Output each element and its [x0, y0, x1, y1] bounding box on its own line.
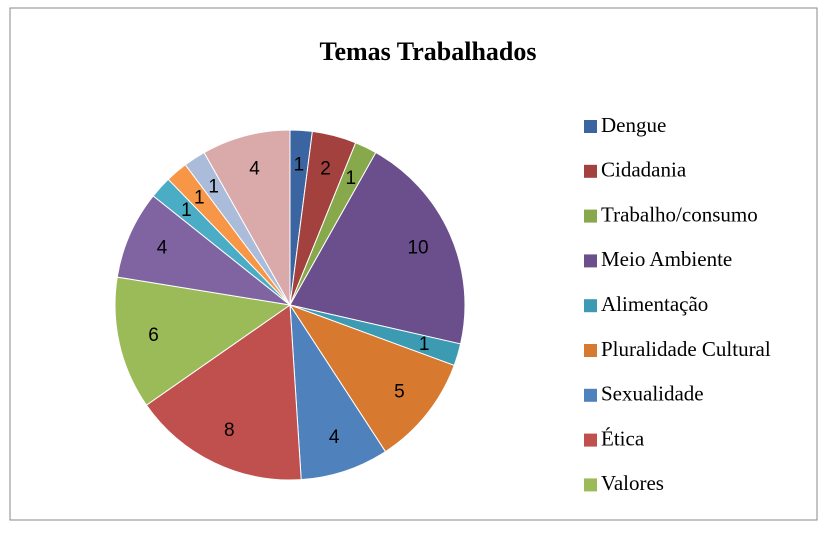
data-label: 4 — [157, 237, 168, 258]
data-label: 1 — [208, 177, 219, 198]
data-label: 2 — [320, 159, 331, 180]
legend-label: Meio Ambiente — [601, 247, 732, 271]
data-label: 10 — [407, 237, 428, 258]
pie-slice — [116, 195, 292, 306]
legend-swatch — [584, 344, 597, 357]
legend-swatch — [584, 299, 597, 313]
legend-swatch — [584, 120, 597, 133]
legend-swatch — [584, 254, 597, 268]
data-label: 1 — [181, 200, 192, 221]
pie-slice — [289, 151, 466, 345]
legend-label: Alimentação — [601, 292, 708, 316]
data-label: 4 — [249, 159, 260, 180]
legend-swatch — [584, 388, 597, 402]
data-label: 1 — [419, 334, 430, 355]
legend-label: Trabalho/consumo — [601, 202, 758, 226]
pie-slice — [288, 304, 455, 453]
data-label: 1 — [194, 187, 205, 208]
data-label: 4 — [329, 427, 340, 448]
legend-label: Cidadania — [601, 158, 687, 182]
data-label: 1 — [294, 154, 305, 175]
pie-slice — [289, 303, 387, 481]
legend-label: Pluralidade Cultural — [601, 337, 771, 361]
legend-label: Ética — [601, 426, 645, 450]
legend-swatch — [584, 209, 597, 223]
legend-swatch — [584, 433, 597, 447]
legend-swatch — [584, 164, 597, 178]
pie-slice — [114, 276, 292, 406]
legend-label: Valores — [601, 471, 664, 495]
pie-slice — [203, 129, 291, 307]
data-label: 6 — [148, 325, 159, 346]
data-label: 5 — [394, 381, 405, 402]
pie-slice — [145, 304, 302, 481]
chart-title: Temas Trabalhados — [320, 37, 537, 66]
data-label: 8 — [224, 420, 235, 441]
data-label: 1 — [345, 168, 356, 189]
legend-swatch — [584, 478, 597, 492]
legend-label: Sexualidade — [601, 382, 704, 406]
legend-label: Dengue — [601, 113, 666, 137]
